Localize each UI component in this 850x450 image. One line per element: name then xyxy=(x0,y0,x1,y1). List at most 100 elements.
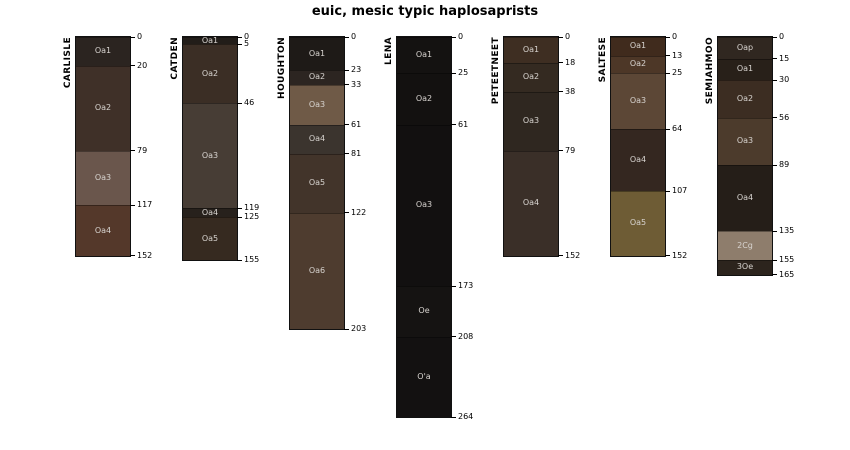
horizon-label: Oa1 xyxy=(629,41,647,51)
depth-tick xyxy=(772,274,777,276)
horizon-oa1: Oa1 xyxy=(76,37,130,66)
depth-tick xyxy=(665,128,670,130)
depth-tick xyxy=(665,72,670,74)
depth-tick-label: 152 xyxy=(565,250,581,260)
depth-tick xyxy=(451,124,456,126)
profile-bar: Oa1 Oa2 Oa3 Oa4 0 20 79 117 152 xyxy=(76,33,152,259)
profile-name-label: PETEETNEET xyxy=(491,37,501,105)
profile-bar: Oa1 Oa2 Oa3 Oa4 0 18 38 79 152 xyxy=(504,33,580,259)
profile-bar: Oa1 Oa2 Oa3 Oa4 Oa5 Oa6 0 23 33 61 81 122 203 xyxy=(290,33,366,333)
depth-tick-label: 79 xyxy=(137,145,148,155)
depth-tick xyxy=(237,207,242,209)
horizon-label: Oa2 xyxy=(522,72,540,82)
horizon-oa2: Oa2 xyxy=(397,73,451,125)
horizon-oa3: Oa3 xyxy=(290,84,344,125)
horizon-label: Oa1 xyxy=(201,35,219,45)
horizon-label: Oa3 xyxy=(415,200,433,210)
horizon-label: Oa4 xyxy=(308,134,326,144)
depth-tick-label: 0 xyxy=(458,32,464,41)
depth-tick xyxy=(451,336,456,338)
depth-tick-label: 155 xyxy=(244,255,260,265)
depth-tick-label: 135 xyxy=(779,226,795,236)
depth-tick-label: 61 xyxy=(351,119,362,129)
depth-tick-label: 30 xyxy=(779,75,790,85)
profile-name-label: HOUGHTON xyxy=(277,37,287,99)
depth-tick xyxy=(665,255,670,257)
horizon-label: Oa4 xyxy=(736,193,754,203)
horizon-label: Oa3 xyxy=(522,116,540,126)
depth-tick xyxy=(130,65,135,67)
depth-tick xyxy=(344,328,349,330)
depth-tick xyxy=(344,212,349,214)
depth-tick-label: 119 xyxy=(244,203,260,213)
depth-tick xyxy=(558,150,563,152)
horizon-label: O'a xyxy=(417,371,431,381)
depth-tick xyxy=(130,204,135,206)
horizon-oa4: Oa4 xyxy=(290,124,344,154)
horizon-oa1: Oa1 xyxy=(290,37,344,71)
depth-tick xyxy=(130,36,135,38)
depth-tick xyxy=(451,72,456,74)
profile-semiahmoo: SEMIAHMOO Oap Oa1 Oa2 Oa3 Oa4 2Cg 3Oe 0 15 30 56 89 1… xyxy=(705,33,794,279)
depth-tick-label: 264 xyxy=(458,412,474,422)
depth-tick xyxy=(237,216,242,218)
horizon-oa4: Oa4 xyxy=(76,205,130,256)
horizon-oa1: Oa1 xyxy=(183,35,237,45)
horizon-label: Oa2 xyxy=(201,68,219,78)
depth-tick-label: 38 xyxy=(565,86,576,96)
horizon-label: 3Oe xyxy=(736,262,754,272)
depth-tick xyxy=(344,124,349,126)
horizon-label: Oa4 xyxy=(201,207,219,217)
profile-name-label: SEMIAHMOO xyxy=(705,37,715,105)
horizon-label: Oa3 xyxy=(201,150,219,160)
horizon-oa1: Oa1 xyxy=(504,37,558,63)
horizon-label: Oa5 xyxy=(201,233,219,243)
depth-tick-label: 0 xyxy=(137,32,143,41)
depth-tick-label: 203 xyxy=(351,324,367,334)
depth-tick xyxy=(772,36,777,38)
depth-tick-label: 0 xyxy=(779,32,785,41)
depth-tick xyxy=(237,36,242,38)
profile-bar: Oa1 Oa2 Oa3 Oa4 Oa5 0 5 46 119 125 155 xyxy=(183,33,259,264)
depth-tick xyxy=(451,36,456,38)
horizon-oa3: Oa3 xyxy=(718,117,772,166)
horizon-label: 2Cg xyxy=(737,240,753,250)
horizon-label: Oa5 xyxy=(308,178,326,188)
depth-tick xyxy=(772,79,777,81)
depth-tick xyxy=(558,62,563,64)
depth-tick-label: 0 xyxy=(565,32,571,41)
depth-tick-label: 107 xyxy=(672,186,688,196)
depth-tick xyxy=(451,285,456,287)
horizon-oe: Oe xyxy=(397,286,451,337)
horizon-label: Oa3 xyxy=(308,99,326,109)
depth-tick xyxy=(772,259,777,261)
horizon-label: Oa2 xyxy=(308,72,326,82)
depth-tick xyxy=(344,153,349,155)
horizon-label: Oa2 xyxy=(736,93,754,103)
horizon-oa3: Oa3 xyxy=(611,73,665,130)
depth-tick-label: 0 xyxy=(672,32,678,41)
depth-tick xyxy=(451,416,456,418)
depth-tick-label: 0 xyxy=(351,32,357,41)
horizon-oa: O'a xyxy=(397,336,451,418)
horizon-oa2: Oa2 xyxy=(76,65,130,151)
depth-tick-label: 165 xyxy=(779,269,795,279)
depth-tick-label: 18 xyxy=(565,57,576,67)
horizon-label: Oa4 xyxy=(629,155,647,165)
depth-tick xyxy=(130,150,135,152)
depth-tick-label: 56 xyxy=(779,112,790,122)
horizon-label: Oa3 xyxy=(94,173,112,183)
depth-tick xyxy=(772,117,777,119)
depth-tick xyxy=(344,69,349,71)
horizon-oa3: Oa3 xyxy=(183,103,237,209)
horizon-label: Oa6 xyxy=(308,265,326,275)
horizon-label: Oa2 xyxy=(94,103,112,113)
depth-tick-label: 46 xyxy=(244,98,255,108)
horizon-label: Oa1 xyxy=(522,44,540,54)
horizon-oa1: Oa1 xyxy=(611,37,665,56)
depth-tick-label: 79 xyxy=(565,145,576,155)
horizon-label: Oa3 xyxy=(736,136,754,146)
depth-tick xyxy=(558,91,563,93)
depth-tick-label: 5 xyxy=(244,39,250,49)
depth-tick-label: 117 xyxy=(137,200,153,210)
